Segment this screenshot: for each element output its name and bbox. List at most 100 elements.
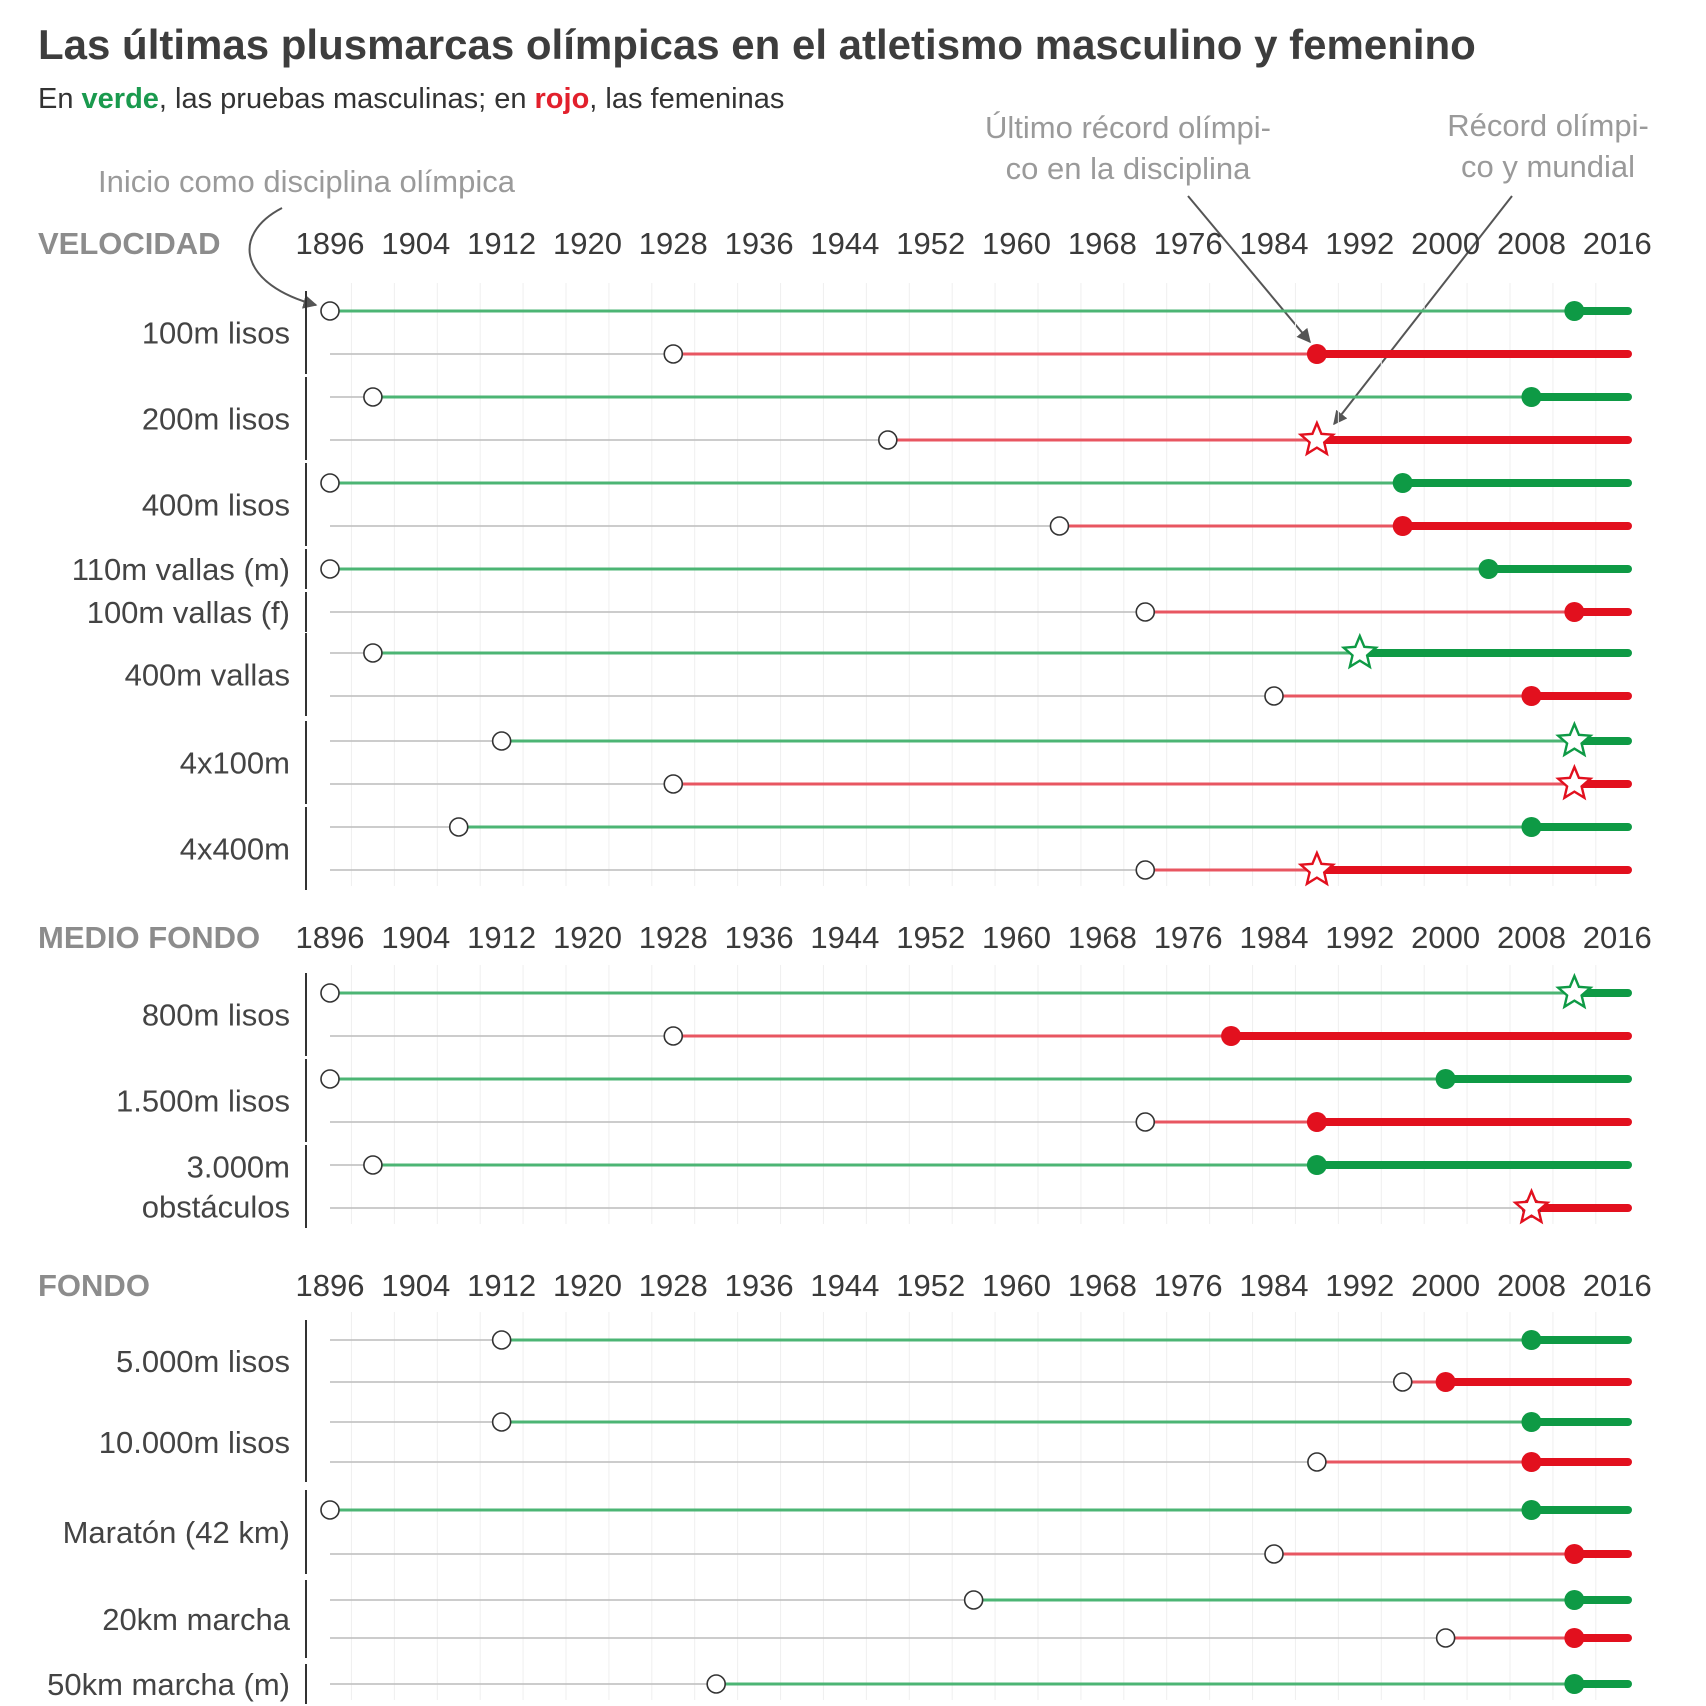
x-tick-label: 1992 <box>1325 1268 1394 1303</box>
annotation-ultimo-arrow <box>1187 195 1311 344</box>
olympic-record-dot <box>1392 473 1413 493</box>
section-header: FONDO <box>38 1268 150 1303</box>
start-marker <box>320 301 340 321</box>
x-tick-label: 2000 <box>1411 920 1480 955</box>
x-tick-label: 1928 <box>639 920 708 955</box>
chart-title: Las últimas plusmarcas olímpicas en el a… <box>38 21 1476 68</box>
start-marker <box>1392 1372 1413 1392</box>
world-record-star <box>1512 1187 1551 1225</box>
x-tick-label: 1928 <box>639 226 708 261</box>
start-marker <box>1264 686 1284 706</box>
x-tick-label: 1904 <box>381 226 450 261</box>
start-marker <box>1135 1112 1156 1132</box>
annotation-record-line2: co y mundial <box>1461 149 1635 184</box>
labels-layer: VELOCIDAD 1896 1904 1912 1920 1928 1936 1944 195… <box>38 226 1652 1704</box>
start-marker <box>363 643 383 663</box>
event-label: Maratón (42 km) <box>63 1515 290 1550</box>
world-record-star <box>1555 972 1594 1010</box>
event-label: 200m lisos <box>142 402 290 437</box>
x-tick-label: 2008 <box>1497 226 1566 261</box>
x-tick-label: 2000 <box>1411 226 1480 261</box>
start-marker <box>1307 1452 1327 1472</box>
x-tick-label: 1952 <box>896 920 965 955</box>
olympic-record-dot <box>1564 1628 1585 1648</box>
x-tick-label: 2016 <box>1583 1268 1652 1303</box>
start-marker <box>320 1069 340 1089</box>
start-marker <box>1435 1628 1456 1648</box>
x-tick-label: 1960 <box>982 1268 1051 1303</box>
olympic-record-dot <box>1564 602 1585 622</box>
x-tick-label: 1992 <box>1325 226 1394 261</box>
world-record-star <box>1555 763 1594 801</box>
x-tick-label: 2008 <box>1497 1268 1566 1303</box>
start-marker <box>663 1026 684 1046</box>
x-tick-label: 1912 <box>467 226 536 261</box>
x-tick-label: 1952 <box>896 1268 965 1303</box>
olympic-record-dot <box>1521 686 1542 706</box>
chart-subtitle: En verde, las pruebas masculinas; en roj… <box>38 83 784 115</box>
x-tick-label: 1992 <box>1325 920 1394 955</box>
event-label: 100m lisos <box>142 316 290 351</box>
olympic-record-dot <box>1564 301 1585 321</box>
olympic-record-dot <box>1521 1412 1542 1432</box>
x-tick-label: 1984 <box>1240 1268 1309 1303</box>
start-marker <box>663 344 684 364</box>
annotation-inicio: Inicio como disciplina olímpica <box>98 164 516 199</box>
start-marker <box>1135 602 1156 622</box>
olympic-record-dot <box>1564 1590 1585 1610</box>
start-marker <box>363 1155 383 1175</box>
annotation-ultimo-line2: co en la disciplina <box>1006 151 1251 186</box>
event-label: 800m lisos <box>142 998 290 1033</box>
olympic-record-dot <box>1521 387 1542 407</box>
event-label: 3.000m <box>187 1150 290 1185</box>
start-marker <box>963 1590 984 1610</box>
world-record-star <box>1297 419 1337 457</box>
start-marker <box>491 731 512 751</box>
x-tick-label: 1984 <box>1240 920 1309 955</box>
x-tick-label: 2000 <box>1411 1268 1480 1303</box>
start-marker <box>1135 860 1156 880</box>
event-label: 400m lisos <box>142 488 290 523</box>
olympic-record-dot <box>1306 1112 1327 1132</box>
event-label: 1.500m lisos <box>116 1084 290 1119</box>
event-label: 4x100m <box>180 746 290 781</box>
x-tick-label: 2016 <box>1583 920 1652 955</box>
annotation-ultimo-line1: Último récord olímpi- <box>985 110 1271 145</box>
olympic-record-dot <box>1521 817 1542 837</box>
olympic-record-dot <box>1435 1069 1456 1089</box>
start-marker <box>448 817 469 837</box>
start-marker <box>663 774 684 794</box>
marks-layer <box>320 301 1632 1694</box>
x-tick-label: 1968 <box>1068 1268 1137 1303</box>
x-tick-label: 1944 <box>810 920 879 955</box>
x-tick-label: 1936 <box>725 226 794 261</box>
start-marker <box>878 430 898 450</box>
x-tick-label: 1976 <box>1154 1268 1223 1303</box>
event-label: obstáculos <box>142 1190 290 1225</box>
start-marker <box>320 1500 340 1520</box>
x-tick-label: 1920 <box>553 226 622 261</box>
x-tick-label: 1912 <box>467 1268 536 1303</box>
start-marker <box>320 983 340 1003</box>
x-tick-label: 1968 <box>1068 920 1137 955</box>
event-label: 50km marcha (m) <box>47 1667 290 1702</box>
start-marker <box>320 473 340 493</box>
x-tick-label: 1920 <box>553 1268 622 1303</box>
x-tick-label: 1896 <box>296 226 365 261</box>
olympic-record-dot <box>1521 1330 1542 1350</box>
x-tick-label: 1936 <box>725 1268 794 1303</box>
olympic-record-dot <box>1564 1544 1585 1564</box>
x-tick-label: 2008 <box>1497 920 1566 955</box>
event-label: 110m vallas (m) <box>72 552 290 587</box>
annotation-record-line1: Récord olímpi- <box>1447 108 1649 143</box>
olympic-record-dot <box>1478 559 1499 579</box>
start-marker <box>1264 1544 1284 1564</box>
x-tick-label: 1904 <box>381 920 450 955</box>
event-label: 100m vallas (f) <box>87 595 290 630</box>
world-record-star <box>1297 849 1337 887</box>
x-tick-label: 1984 <box>1240 226 1309 261</box>
olympic-record-dot <box>1221 1026 1242 1046</box>
x-tick-label: 1944 <box>810 226 879 261</box>
x-tick-label: 1968 <box>1068 226 1137 261</box>
event-label: 20km marcha <box>102 1602 291 1637</box>
